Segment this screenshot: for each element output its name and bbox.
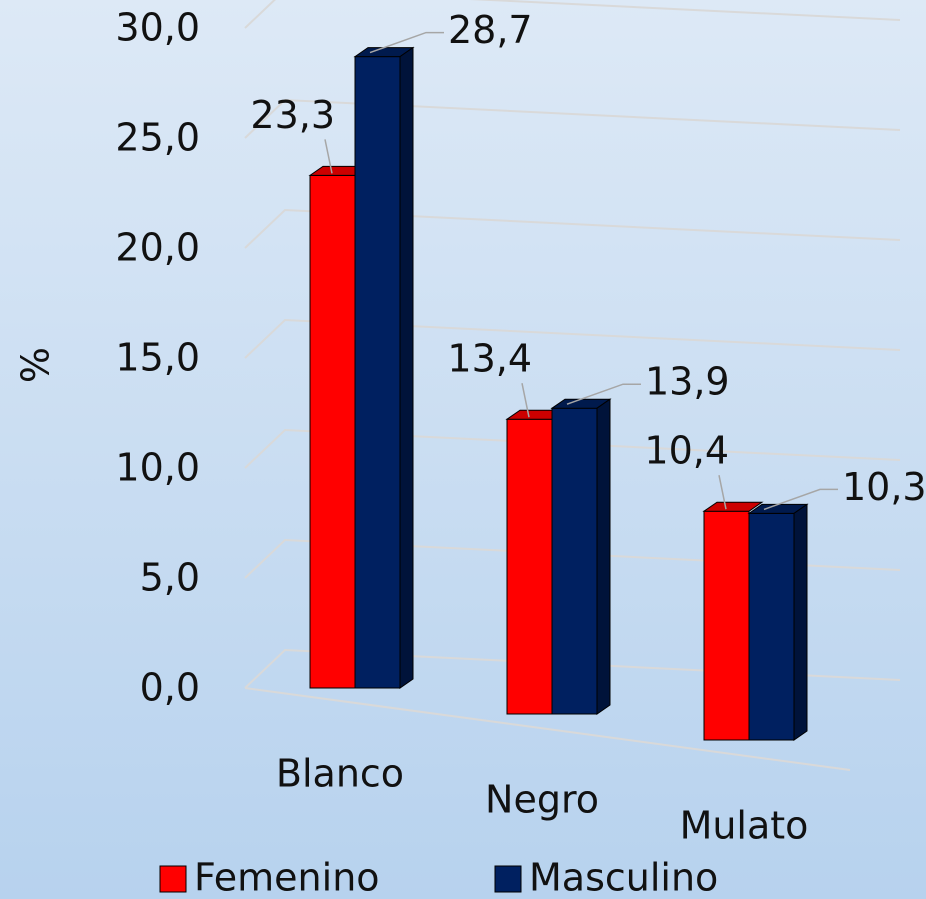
grid-line	[244, 538, 901, 579]
bar	[748, 512, 795, 741]
legend-swatch	[494, 865, 522, 893]
bar	[506, 418, 553, 715]
y-tick-label: 0,0	[140, 666, 200, 710]
y-tick-label: 10,0	[115, 446, 200, 490]
bar-side	[793, 503, 808, 741]
value-label: 13,9	[645, 360, 730, 404]
legend-label: Femenino	[194, 856, 380, 899]
y-tick-label: 15,0	[115, 336, 200, 380]
leader-line	[324, 139, 333, 174]
x-tick-label: Mulato	[680, 804, 809, 848]
y-tick-label: 25,0	[115, 116, 200, 160]
value-label: 13,4	[447, 337, 532, 381]
grid-line	[244, 0, 901, 29]
bar	[309, 174, 356, 689]
leader-line	[718, 475, 727, 510]
legend-label: Masculino	[529, 856, 718, 899]
leader-line	[521, 383, 530, 418]
grid-line	[244, 98, 901, 139]
value-label: 10,3	[842, 465, 926, 509]
x-tick-label: Blanco	[276, 752, 404, 796]
grid-line	[244, 208, 901, 249]
grid-line	[244, 318, 901, 359]
bar-side	[399, 46, 414, 689]
bar	[354, 56, 401, 689]
bar-side	[596, 398, 611, 715]
grid-line	[244, 648, 901, 689]
leader-line	[763, 488, 838, 511]
value-label: 10,4	[644, 429, 729, 473]
y-tick-label: 5,0	[140, 556, 200, 600]
x-tick-label: Negro	[485, 778, 599, 822]
value-label: 28,7	[448, 8, 533, 52]
floor-front	[244, 687, 851, 771]
leader-line	[566, 383, 641, 405]
bar-top	[702, 501, 764, 512]
y-tick-label: 20,0	[115, 226, 200, 270]
bar	[551, 407, 598, 715]
bar	[703, 510, 750, 741]
value-label: 23,3	[250, 93, 335, 137]
y-axis-label: %	[14, 347, 58, 383]
grid-line	[244, 428, 901, 469]
legend-swatch	[159, 865, 187, 893]
leader-line	[369, 31, 444, 54]
y-tick-label: 30,0	[115, 6, 200, 50]
